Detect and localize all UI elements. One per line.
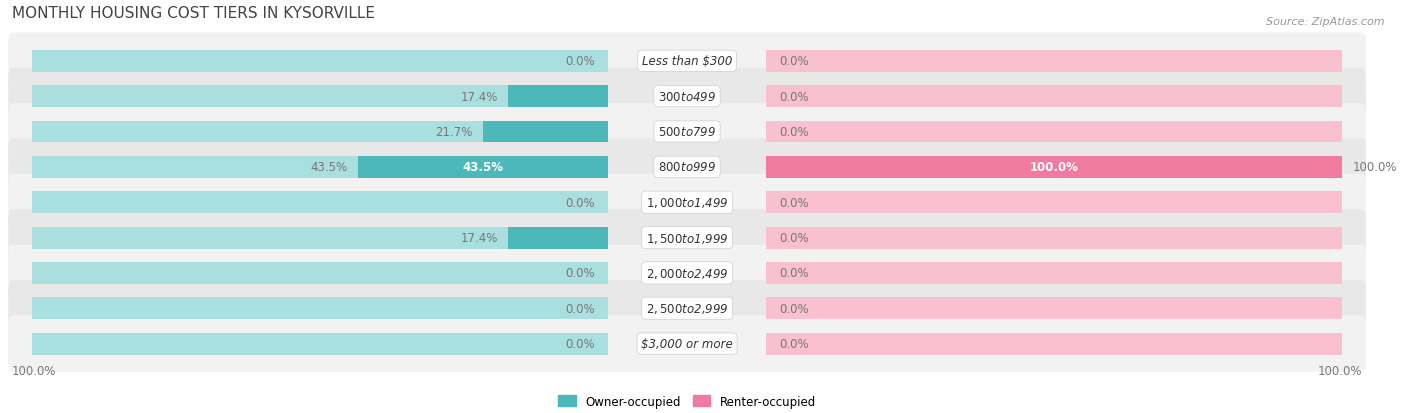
Text: $300 to $499: $300 to $499 <box>658 90 716 103</box>
Legend: Owner-occupied, Renter-occupied: Owner-occupied, Renter-occupied <box>554 390 821 413</box>
Bar <box>766 333 1343 355</box>
Bar <box>32 86 609 108</box>
Text: 0.0%: 0.0% <box>565 55 595 68</box>
Bar <box>32 157 609 178</box>
Text: 21.7%: 21.7% <box>436 126 472 139</box>
Bar <box>32 192 609 214</box>
Bar <box>32 262 609 284</box>
Text: 43.5%: 43.5% <box>463 161 503 174</box>
Text: 0.0%: 0.0% <box>779 337 808 350</box>
Text: 0.0%: 0.0% <box>779 55 808 68</box>
Bar <box>357 157 609 178</box>
Text: 17.4%: 17.4% <box>460 232 498 244</box>
Text: 0.0%: 0.0% <box>779 126 808 139</box>
Text: 0.0%: 0.0% <box>779 302 808 315</box>
FancyBboxPatch shape <box>8 33 1365 90</box>
FancyBboxPatch shape <box>8 280 1365 337</box>
Text: $2,500 to $2,999: $2,500 to $2,999 <box>645 301 728 316</box>
Text: $1,000 to $1,499: $1,000 to $1,499 <box>645 196 728 210</box>
Text: 0.0%: 0.0% <box>779 90 808 103</box>
Text: 100.0%: 100.0% <box>1029 161 1078 174</box>
Text: 0.0%: 0.0% <box>779 196 808 209</box>
Bar <box>766 86 1343 108</box>
Text: $1,500 to $1,999: $1,500 to $1,999 <box>645 231 728 245</box>
Bar <box>32 298 609 319</box>
Bar <box>766 192 1343 214</box>
Text: 43.5%: 43.5% <box>309 161 347 174</box>
FancyBboxPatch shape <box>8 210 1365 266</box>
Text: $3,000 or more: $3,000 or more <box>641 337 733 350</box>
Bar <box>508 227 609 249</box>
Text: 0.0%: 0.0% <box>779 232 808 244</box>
Bar <box>766 227 1343 249</box>
Bar <box>484 121 609 143</box>
Bar <box>32 333 609 355</box>
Bar <box>32 121 609 143</box>
Text: 0.0%: 0.0% <box>779 267 808 280</box>
Bar <box>766 157 1343 178</box>
FancyBboxPatch shape <box>8 316 1365 372</box>
Text: 17.4%: 17.4% <box>460 90 498 103</box>
FancyBboxPatch shape <box>8 245 1365 301</box>
FancyBboxPatch shape <box>8 139 1365 196</box>
Bar <box>766 121 1343 143</box>
Bar <box>766 298 1343 319</box>
FancyBboxPatch shape <box>8 175 1365 231</box>
Bar <box>766 262 1343 284</box>
Text: MONTHLY HOUSING COST TIERS IN KYSORVILLE: MONTHLY HOUSING COST TIERS IN KYSORVILLE <box>13 6 375 21</box>
Bar <box>508 86 609 108</box>
Text: $500 to $799: $500 to $799 <box>658 126 716 139</box>
Text: 100.0%: 100.0% <box>1353 161 1398 174</box>
Text: 0.0%: 0.0% <box>565 337 595 350</box>
FancyBboxPatch shape <box>8 104 1365 160</box>
Text: 0.0%: 0.0% <box>565 302 595 315</box>
Bar <box>766 51 1343 73</box>
Bar <box>32 51 609 73</box>
Text: Less than $300: Less than $300 <box>643 55 733 68</box>
Text: 100.0%: 100.0% <box>1317 364 1362 377</box>
Text: 0.0%: 0.0% <box>565 196 595 209</box>
Text: Source: ZipAtlas.com: Source: ZipAtlas.com <box>1267 17 1385 26</box>
Bar <box>32 227 609 249</box>
Bar <box>766 157 1343 178</box>
Text: $800 to $999: $800 to $999 <box>658 161 716 174</box>
FancyBboxPatch shape <box>8 69 1365 125</box>
Text: 0.0%: 0.0% <box>565 267 595 280</box>
Text: 100.0%: 100.0% <box>13 364 56 377</box>
Text: $2,000 to $2,499: $2,000 to $2,499 <box>645 266 728 280</box>
